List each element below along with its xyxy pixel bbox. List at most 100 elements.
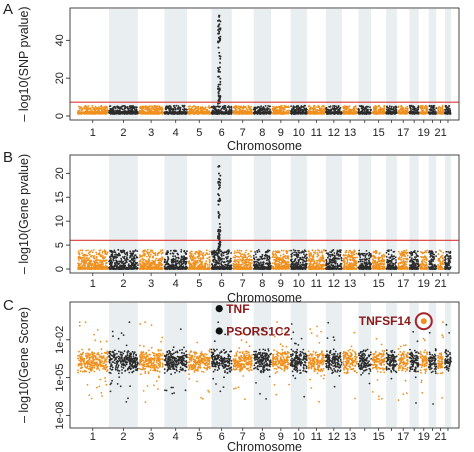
data-point <box>330 112 333 115</box>
data-point <box>95 256 98 258</box>
data-point <box>164 111 167 114</box>
data-point <box>136 111 139 113</box>
x-tick-label: 5 <box>196 127 202 139</box>
data-point <box>105 253 108 256</box>
data-point <box>111 107 114 110</box>
data-point <box>164 106 167 109</box>
data-point <box>313 105 315 107</box>
data-point <box>84 104 87 107</box>
data-point <box>204 112 207 115</box>
data-point <box>174 107 177 110</box>
y-tick-label: 40 <box>54 34 66 46</box>
data-point <box>391 108 393 110</box>
data-point <box>215 111 218 113</box>
data-point <box>292 105 295 107</box>
data-point <box>77 252 80 255</box>
data-point <box>142 113 144 115</box>
data-point <box>153 105 156 107</box>
data-point <box>323 107 326 109</box>
data-point <box>366 112 368 114</box>
x-tick-label: 12 <box>328 127 340 139</box>
data-point <box>173 113 176 115</box>
data-point <box>79 249 82 252</box>
data-point <box>208 107 211 110</box>
data-point <box>98 253 100 256</box>
data-point <box>429 109 432 112</box>
data-point <box>170 107 172 110</box>
data-point <box>193 113 196 115</box>
data-point <box>147 106 150 108</box>
data-point <box>142 107 145 110</box>
data-point <box>420 107 422 109</box>
data-point <box>323 112 326 115</box>
data-point <box>446 111 448 113</box>
data-point <box>191 106 194 108</box>
data-point <box>432 108 434 110</box>
data-point <box>133 112 135 115</box>
y-axis-title: – log10(SNP pvalue) <box>17 6 31 121</box>
data-point <box>129 110 132 112</box>
data-point <box>282 108 285 111</box>
data-point <box>325 107 327 109</box>
data-point <box>191 111 194 114</box>
data-point <box>428 112 431 115</box>
data-point <box>275 105 278 108</box>
data-point <box>285 112 288 115</box>
data-point <box>120 105 123 108</box>
data-point <box>77 111 79 114</box>
data-point <box>307 110 310 112</box>
data-point <box>170 111 173 114</box>
data-point <box>348 105 351 108</box>
data-point <box>150 107 153 109</box>
data-point <box>85 254 88 257</box>
data-point <box>88 265 90 267</box>
y-tick-label: 20 <box>54 72 66 84</box>
data-point <box>77 259 80 262</box>
data-point <box>317 113 319 115</box>
data-point <box>314 113 316 115</box>
data-point <box>114 107 117 109</box>
data-point <box>183 106 185 108</box>
data-point <box>292 112 295 114</box>
data-point <box>388 112 391 115</box>
data-point <box>105 107 107 109</box>
data-point <box>377 105 380 107</box>
x-tick-label: 21 <box>434 127 446 139</box>
data-point <box>369 108 372 111</box>
data-point <box>315 106 318 108</box>
data-point <box>152 112 155 115</box>
data-point <box>395 106 397 109</box>
data-point <box>134 249 137 252</box>
y-tick-label: 0 <box>54 113 66 119</box>
data-point <box>132 110 135 113</box>
data-point <box>333 107 335 110</box>
data-point <box>374 106 377 108</box>
data-point <box>366 109 368 112</box>
data-point <box>88 261 91 263</box>
data-point <box>178 112 181 115</box>
data-point <box>102 263 105 265</box>
data-point <box>169 105 172 108</box>
data-point <box>195 111 198 114</box>
data-point <box>94 105 97 108</box>
data-point <box>85 249 87 252</box>
data-point <box>118 107 121 110</box>
data-point <box>439 109 442 112</box>
data-point <box>179 109 182 112</box>
data-point <box>133 106 136 109</box>
data-point <box>241 107 244 110</box>
data-point <box>83 112 86 115</box>
x-tick-label: 2 <box>120 127 126 139</box>
data-point <box>426 107 429 110</box>
data-point <box>82 254 84 257</box>
data-point <box>88 107 91 110</box>
data-point <box>245 108 248 110</box>
data-point <box>275 110 278 112</box>
data-point <box>194 108 196 111</box>
data-point <box>135 108 138 111</box>
data-point <box>279 106 282 108</box>
data-point <box>161 111 164 114</box>
data-point <box>237 105 240 108</box>
data-point <box>87 105 90 107</box>
